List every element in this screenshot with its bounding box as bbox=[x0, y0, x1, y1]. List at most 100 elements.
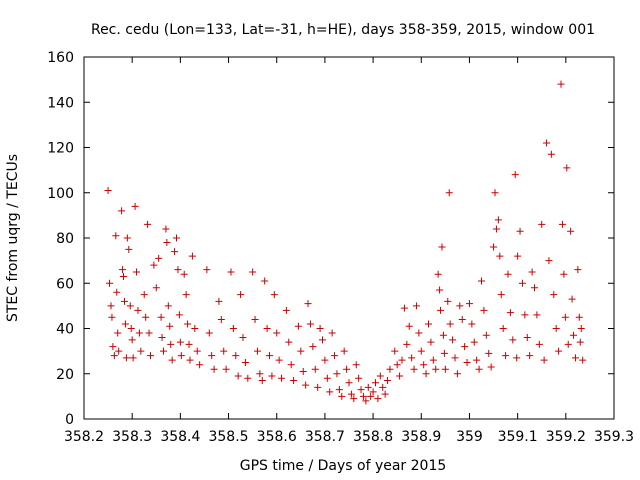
data-point bbox=[381, 390, 389, 398]
data-point bbox=[475, 365, 483, 373]
data-point bbox=[444, 297, 452, 305]
data-point bbox=[540, 356, 548, 364]
data-point bbox=[145, 329, 153, 337]
data-point bbox=[372, 379, 379, 387]
data-point bbox=[386, 365, 394, 373]
y-tick-label: 20 bbox=[56, 367, 74, 383]
data-point bbox=[379, 383, 387, 391]
data-point bbox=[239, 334, 247, 342]
data-point bbox=[158, 334, 166, 342]
data-point bbox=[241, 358, 249, 366]
y-tick-label: 140 bbox=[47, 95, 74, 111]
data-point bbox=[109, 343, 117, 351]
data-point bbox=[205, 329, 213, 337]
data-point bbox=[287, 361, 295, 369]
data-point bbox=[273, 329, 281, 337]
data-point bbox=[398, 356, 406, 364]
data-point bbox=[436, 286, 444, 294]
data-point bbox=[468, 320, 476, 328]
data-point bbox=[171, 248, 179, 256]
data-point bbox=[173, 234, 181, 242]
data-point bbox=[335, 386, 343, 394]
data-point bbox=[506, 309, 514, 317]
data-point bbox=[408, 354, 416, 362]
data-point bbox=[564, 340, 572, 348]
data-point bbox=[299, 367, 307, 375]
x-tick-label: 359 bbox=[456, 429, 483, 445]
data-point bbox=[203, 266, 211, 274]
data-point bbox=[256, 370, 264, 378]
data-point bbox=[487, 363, 495, 371]
data-point bbox=[118, 207, 126, 215]
data-point bbox=[186, 356, 194, 364]
data-point bbox=[552, 325, 560, 332]
data-point bbox=[425, 320, 432, 328]
data-point bbox=[163, 239, 171, 247]
data-point bbox=[410, 365, 418, 373]
data-point bbox=[217, 315, 225, 323]
x-tick-label: 359.2 bbox=[546, 429, 586, 445]
data-point bbox=[152, 284, 160, 292]
data-point bbox=[137, 347, 145, 355]
data-point bbox=[545, 257, 553, 265]
data-point bbox=[333, 370, 341, 378]
data-point bbox=[120, 272, 128, 280]
data-point bbox=[494, 216, 502, 224]
data-point bbox=[570, 331, 578, 339]
data-point bbox=[579, 356, 587, 364]
data-point bbox=[112, 232, 120, 240]
data-point bbox=[528, 268, 536, 276]
data-point bbox=[560, 270, 568, 278]
data-point bbox=[125, 245, 133, 253]
data-point bbox=[391, 347, 399, 355]
data-point bbox=[184, 320, 192, 328]
data-point bbox=[547, 150, 555, 158]
data-point bbox=[575, 313, 583, 321]
data-point bbox=[328, 329, 336, 337]
data-point bbox=[135, 329, 143, 337]
data-point bbox=[275, 356, 283, 364]
data-point bbox=[491, 189, 499, 197]
data-point bbox=[150, 261, 158, 269]
data-point bbox=[446, 320, 454, 328]
data-point bbox=[229, 325, 237, 332]
data-point bbox=[417, 347, 425, 355]
data-point bbox=[144, 220, 152, 228]
data-point bbox=[146, 352, 154, 360]
data-point bbox=[422, 370, 430, 378]
data-point bbox=[355, 374, 363, 382]
data-point bbox=[314, 383, 322, 391]
data-point bbox=[557, 80, 565, 88]
data-point bbox=[513, 354, 521, 362]
data-point bbox=[157, 313, 165, 321]
data-point bbox=[535, 340, 543, 348]
data-point bbox=[384, 377, 392, 385]
data-point bbox=[108, 313, 116, 321]
data-point bbox=[558, 220, 566, 228]
data-point bbox=[234, 372, 242, 380]
data-point bbox=[215, 297, 223, 305]
data-point bbox=[518, 279, 526, 287]
data-point bbox=[176, 338, 184, 346]
data-point bbox=[253, 347, 261, 355]
data-point bbox=[521, 311, 529, 319]
data-point bbox=[285, 338, 293, 346]
data-point bbox=[362, 397, 370, 405]
data-point bbox=[470, 338, 478, 346]
y-tick-label: 40 bbox=[56, 322, 74, 338]
x-tick-label: 359.3 bbox=[594, 429, 634, 445]
x-tick-label: 358.5 bbox=[208, 429, 248, 445]
data-point bbox=[359, 392, 367, 400]
data-point bbox=[114, 329, 122, 337]
data-point bbox=[160, 347, 167, 355]
data-point bbox=[405, 322, 413, 330]
data-point bbox=[420, 361, 428, 369]
data-point bbox=[321, 356, 329, 364]
data-point bbox=[451, 354, 459, 362]
data-point bbox=[400, 304, 408, 312]
data-point bbox=[526, 352, 534, 360]
data-point bbox=[445, 189, 453, 197]
data-point bbox=[343, 365, 351, 373]
data-point bbox=[120, 297, 128, 305]
data-point bbox=[180, 270, 188, 278]
